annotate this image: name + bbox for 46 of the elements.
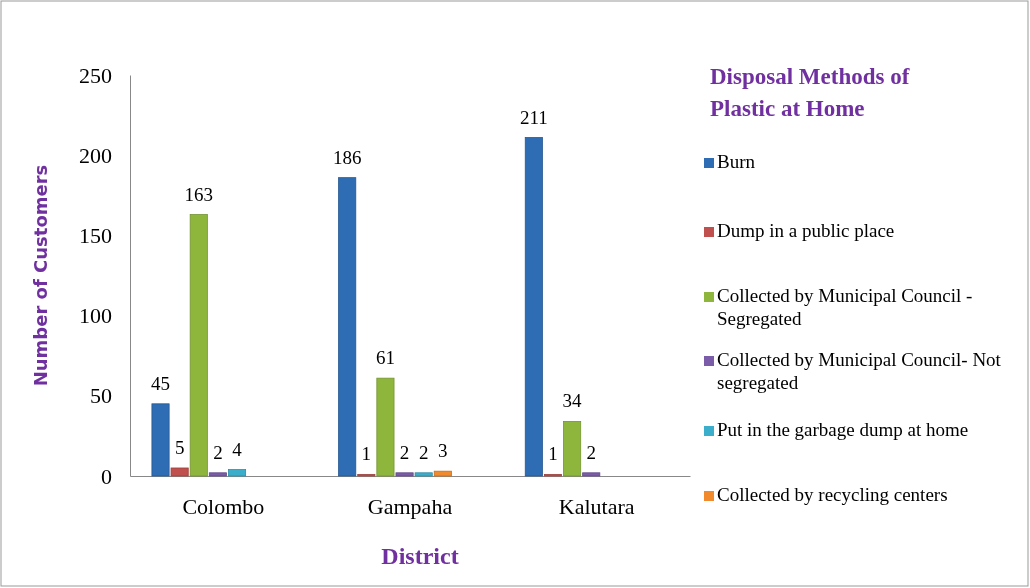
data-label: 2 <box>418 441 429 463</box>
y-tick-label: 100 <box>79 303 112 329</box>
bar <box>376 377 395 477</box>
legend-label: Dump in a public place <box>717 220 895 241</box>
y-tick-label: 250 <box>79 62 112 88</box>
legend-label: Collected by Municipal Council - Segregated <box>717 285 973 329</box>
x-tick-label: Kalutara <box>558 493 635 519</box>
y-tick-label: 50 <box>90 383 112 409</box>
data-label: 163 <box>184 183 214 205</box>
bar <box>582 472 601 477</box>
bar <box>208 472 227 477</box>
legend-title: Disposal Methods of Plastic at Home <box>710 64 910 121</box>
data-label: 5 <box>174 436 185 458</box>
data-label: 2 <box>213 441 223 463</box>
x-tick-label: Colombo <box>182 493 265 519</box>
data-label: 4 <box>232 438 243 460</box>
y-tick-label: 150 <box>79 222 112 248</box>
legend-label: Burn <box>717 151 756 172</box>
bar <box>524 137 543 477</box>
data-label: 211 <box>519 106 548 128</box>
data-label: 2 <box>399 441 410 463</box>
data-label: 1 <box>361 443 372 465</box>
bar <box>563 421 582 477</box>
legend-label: Collected by Municipal Council- Not segregated <box>717 349 1002 393</box>
data-label: 61 <box>375 347 395 369</box>
y-tick-label: 200 <box>79 142 112 168</box>
bar <box>151 403 170 477</box>
data-label: 34 <box>562 390 583 412</box>
bar <box>414 472 433 477</box>
bar <box>338 177 357 477</box>
data-label: 1 <box>548 443 558 465</box>
bar <box>433 470 452 477</box>
bar <box>189 214 208 477</box>
data-label: 2 <box>586 441 596 463</box>
x-axis-title: District <box>381 543 459 569</box>
data-label: 45 <box>151 372 171 394</box>
y-axis-title: Number of Customers <box>30 164 51 387</box>
bar <box>228 469 247 477</box>
legend-label: Collected by recycling centers <box>717 484 948 505</box>
legend-label: Put in the garbage dump at home <box>717 419 969 440</box>
bar <box>395 472 414 477</box>
bar <box>170 467 189 477</box>
y-tick-label: 0 <box>101 463 112 489</box>
x-tick-label: Gampaha <box>367 493 453 519</box>
data-label: 186 <box>332 146 362 168</box>
data-label: 3 <box>438 440 448 462</box>
